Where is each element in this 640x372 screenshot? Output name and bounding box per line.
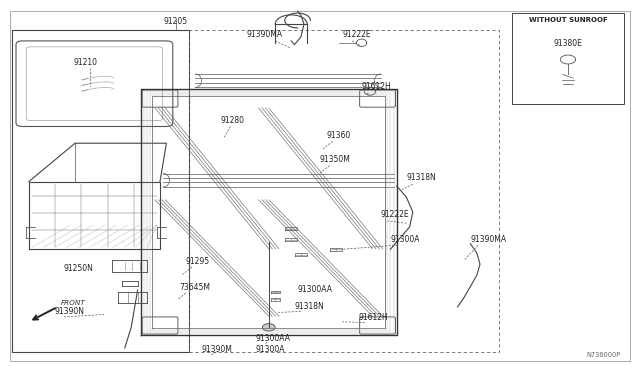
Text: 91318N: 91318N [294,302,324,311]
Text: 91300A: 91300A [256,345,285,354]
Text: WITHOUT SUNROOF: WITHOUT SUNROOF [529,17,607,23]
Bar [189,30,499,352]
Text: 91612H: 91612H [362,82,391,91]
Text: 91612H: 91612H [358,313,388,322]
Text: 91205: 91205 [164,17,188,26]
Text: 91295: 91295 [186,257,210,266]
Text: 91380E: 91380E [554,39,582,48]
Text: 73645M: 73645M [179,283,210,292]
Text: 91300A: 91300A [390,235,420,244]
Text: 91300AA: 91300AA [298,285,333,294]
Text: 91222E: 91222E [342,30,371,39]
Bar [12,30,189,352]
Text: 91222E: 91222E [381,211,410,219]
Text: 91390MA: 91390MA [246,30,282,39]
Text: 91210: 91210 [74,58,98,67]
Circle shape [262,324,275,331]
Text: 91390N: 91390N [54,307,84,316]
Text: FRONT: FRONT [61,300,85,306]
Text: 91350M: 91350M [320,155,351,164]
Text: 91390M: 91390M [202,345,232,354]
Text: 91280: 91280 [221,116,244,125]
Text: N736000P: N736000P [586,352,621,358]
Text: 91360: 91360 [326,131,351,140]
Text: 91300AA: 91300AA [256,334,291,343]
Text: 91390MA: 91390MA [470,235,506,244]
Text: 91318N: 91318N [406,173,436,182]
Text: 91250N: 91250N [64,264,94,273]
Bar [512,13,624,104]
